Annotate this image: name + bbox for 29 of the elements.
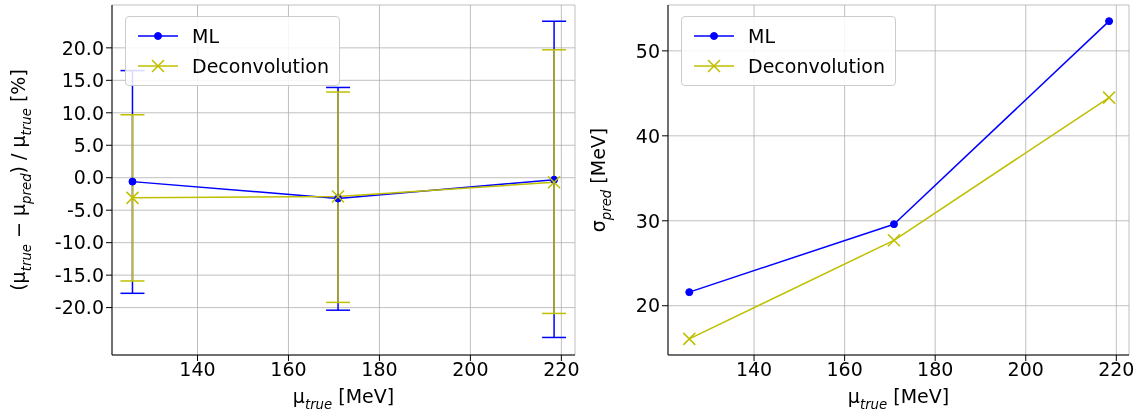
y-tick-label: -5.0 (66, 198, 104, 221)
legend-label: ML (748, 25, 775, 47)
legend-label: Deconvolution (748, 55, 886, 77)
x-tick-label: 220 (543, 358, 580, 381)
x-tick-label: 140 (179, 358, 216, 381)
legend-label: ML (192, 25, 219, 47)
y-tick-label: 50 (635, 39, 660, 62)
x-tick-label: 200 (1007, 358, 1044, 381)
y-tick-label: 5.0 (73, 134, 104, 156)
x-axis-title: μ$_{true}$ [MeV] (847, 384, 950, 412)
x-axis-title: μ$_{true}$ [MeV] (292, 384, 395, 412)
y-tick-label: 15.0 (61, 69, 104, 92)
x-tick-label: 200 (452, 358, 489, 381)
y-tick-label: 10.0 (61, 101, 104, 124)
legend-label: Deconvolution (192, 55, 330, 77)
y-tick-label: -20.0 (54, 296, 104, 319)
x-tick-label: 140 (735, 358, 773, 381)
y-tick-label: -10.0 (54, 231, 104, 254)
x-tick-label: 160 (270, 358, 307, 381)
y-tick-label: -15.0 (54, 263, 104, 286)
y-tick-label: 40 (635, 124, 660, 147)
x-tick-label: 220 (1098, 358, 1134, 381)
y-tick-label: 20 (635, 294, 660, 317)
x-tick-label: 180 (917, 358, 954, 381)
x-tick-label: 180 (361, 358, 398, 381)
y-tick-label: 0.0 (73, 166, 104, 189)
y-tick-label: 30 (635, 209, 660, 232)
y-tick-label: 20.0 (61, 36, 104, 59)
x-tick-label: 160 (826, 358, 863, 381)
